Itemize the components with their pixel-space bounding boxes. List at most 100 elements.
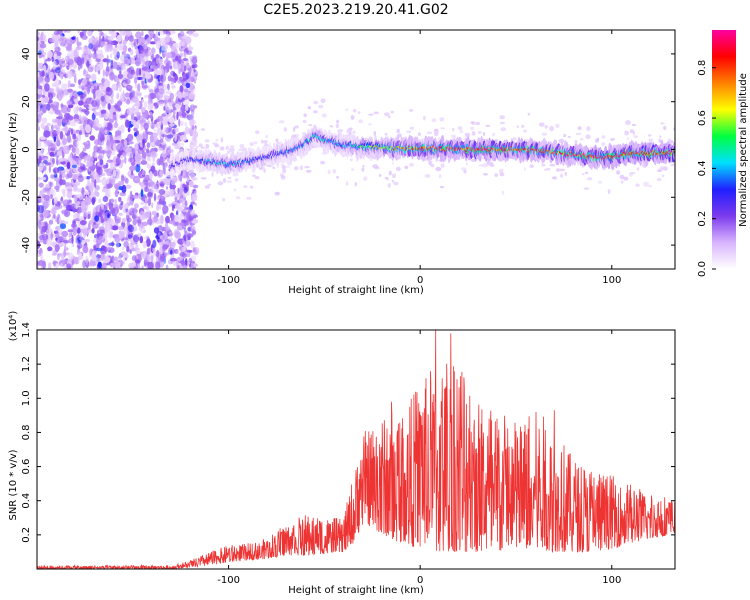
- halo-cell: [364, 137, 367, 141]
- noise-cell: [181, 102, 184, 112]
- noise-cell: [134, 238, 138, 245]
- noise-cell: [141, 31, 144, 37]
- halo-cell: [580, 137, 584, 141]
- noise-cell: [94, 178, 97, 188]
- halo-cell: [228, 147, 235, 152]
- halo-cell: [658, 138, 662, 143]
- noise-cell: [52, 260, 57, 267]
- noise-cell: [61, 230, 69, 238]
- noise-cell: [85, 204, 89, 209]
- halo-cell: [348, 127, 353, 131]
- noise-cell: [185, 36, 192, 44]
- halo-cell: [303, 113, 307, 118]
- noise-cell: [50, 103, 54, 109]
- noise-cell: [156, 41, 161, 50]
- noise-cell: [107, 103, 111, 110]
- noise-cell: [126, 217, 132, 223]
- noise-cell: [183, 65, 187, 72]
- noise-cell: [146, 163, 152, 169]
- noise-cell: [107, 36, 114, 41]
- noise-cell: [110, 59, 114, 69]
- noise-cell: [191, 64, 196, 69]
- halo-cell: [560, 173, 563, 178]
- noise-cell: [133, 247, 141, 251]
- noise-cell: [164, 178, 171, 186]
- noise-cell: [122, 52, 128, 57]
- noise-cell: [64, 124, 68, 134]
- halo-cell: [544, 125, 548, 129]
- noise-cell: [48, 146, 51, 154]
- halo-cell: [459, 129, 463, 134]
- noise-cell: [68, 252, 74, 261]
- noise-cell: [86, 60, 90, 69]
- noise-cell: [142, 205, 147, 210]
- halo-cell: [281, 165, 286, 170]
- noise-cell: [97, 132, 103, 141]
- noise-cell: [106, 58, 109, 67]
- noise-cell: [55, 237, 58, 241]
- noise-cell: [59, 31, 62, 36]
- halo-cell: [625, 120, 631, 126]
- noise-cell: [120, 115, 126, 119]
- noise-cell: [141, 99, 145, 103]
- noise-cell: [164, 36, 171, 43]
- noise-cell: [104, 79, 111, 88]
- halo-cell: [214, 144, 220, 148]
- noise-cell: [146, 248, 149, 255]
- noise-cell: [129, 165, 136, 171]
- halo-cell: [282, 168, 287, 173]
- halo-cell: [440, 163, 445, 168]
- noise-cell: [131, 40, 135, 48]
- noise-cell: [109, 198, 115, 203]
- halo-cell: [387, 183, 391, 188]
- halo-cell: [226, 150, 231, 154]
- noise-cell: [191, 193, 198, 202]
- noise-cell: [153, 227, 160, 234]
- halo-cell: [434, 128, 439, 132]
- noise-cell: [150, 165, 156, 173]
- noise-cell: [189, 172, 196, 179]
- halo-cell: [450, 134, 457, 138]
- noise-cell: [94, 111, 101, 116]
- noise-cell: [78, 253, 83, 257]
- noise-cell: [153, 214, 158, 219]
- noise-cell: [87, 229, 93, 233]
- noise-cell: [101, 113, 106, 118]
- noise-cell: [158, 232, 161, 237]
- halo-cell: [408, 162, 415, 167]
- noise-cell: [73, 49, 78, 58]
- noise-cell: [87, 30, 93, 37]
- noise-cell: [43, 194, 50, 201]
- noise-cell: [148, 93, 151, 102]
- noise-cell: [144, 110, 149, 120]
- halo-cell: [200, 177, 207, 180]
- noise-cell: [97, 161, 101, 166]
- noise-cell: [105, 65, 110, 73]
- noise-cell: [157, 68, 165, 76]
- noise-cell: [43, 165, 47, 171]
- noise-cell: [148, 31, 154, 38]
- noise-cell: [174, 196, 178, 203]
- noise-cell: [62, 37, 68, 44]
- halo-cell: [388, 115, 391, 119]
- halo-cell: [307, 106, 312, 110]
- halo-cell: [272, 166, 276, 170]
- noise-cell: [185, 103, 189, 112]
- halo-cell: [229, 145, 235, 148]
- noise-cell: [172, 60, 180, 70]
- noise-cell: [147, 51, 153, 57]
- noise-cell: [150, 151, 158, 159]
- halo-cell: [470, 121, 474, 124]
- halo-cell: [574, 139, 578, 145]
- noise-cell: [155, 256, 158, 263]
- noise-cell: [122, 90, 125, 100]
- noise-cell: [188, 30, 194, 37]
- noise-cell: [139, 224, 144, 230]
- noise-cell: [133, 103, 140, 107]
- noise-cell: [76, 41, 82, 47]
- halo-cell: [226, 180, 233, 183]
- halo-cell: [329, 125, 334, 128]
- noise-cell: [118, 142, 124, 151]
- noise-cell: [87, 66, 94, 73]
- noise-cell: [41, 176, 47, 181]
